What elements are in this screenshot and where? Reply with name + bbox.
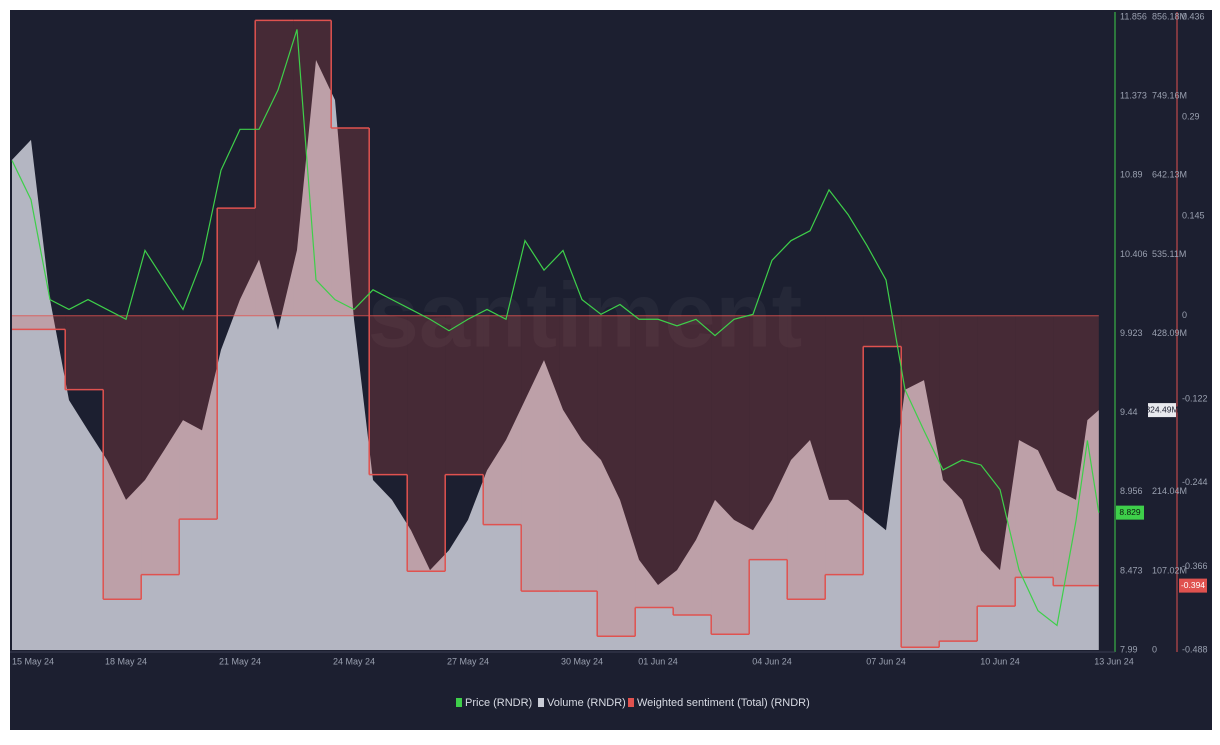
sentiment-area <box>65 315 104 390</box>
sentiment-area <box>407 315 446 572</box>
y2ticks-label: 749.16M <box>1152 90 1187 100</box>
x-tick-label: 24 May 24 <box>333 656 375 666</box>
sentiment-area <box>369 315 408 475</box>
x-tick-label: 27 May 24 <box>447 656 489 666</box>
sentiment-area <box>673 315 712 616</box>
sentiment-area <box>597 315 636 637</box>
sentiment-area <box>863 315 902 347</box>
sentiment-area <box>521 315 560 592</box>
sentiment-area <box>939 315 978 642</box>
x-tick-label: 30 May 24 <box>561 656 603 666</box>
sentiment-area <box>255 20 294 316</box>
sentiment-area <box>141 315 180 575</box>
sentiment-area <box>103 315 142 600</box>
x-tick-label: 07 Jun 24 <box>866 656 906 666</box>
last-value-label: -0.394 <box>1181 580 1205 590</box>
y3ticks-label: 0.29 <box>1182 111 1200 121</box>
volume-area <box>12 60 1099 651</box>
sentiment-area <box>901 315 940 648</box>
yticks-label: 11.856 <box>1120 11 1147 21</box>
yticks-label: 10.406 <box>1120 249 1148 259</box>
x-tick-label: 18 May 24 <box>105 656 147 666</box>
price-line <box>11 29 1100 627</box>
yticks-label: 9.923 <box>1120 328 1143 338</box>
last-value-label: 324.49M <box>1145 404 1178 414</box>
y2ticks-label: 856.18M <box>1152 11 1187 21</box>
yticks-label: 8.956 <box>1120 486 1143 496</box>
sentiment-area <box>977 315 1016 607</box>
sentiment-area <box>293 20 332 316</box>
sentiment-area <box>787 315 826 600</box>
y2ticks-label: 214.04M <box>1152 486 1187 496</box>
y3ticks-label: -0.244 <box>1182 477 1208 487</box>
y3ticks-label: 0.436 <box>1182 11 1205 21</box>
last-value-box <box>1116 505 1144 520</box>
y3ticks-label: 0 <box>1182 310 1187 320</box>
yticks-label: 10.89 <box>1120 170 1143 180</box>
legend-label: Weighted sentiment (Total) (RNDR) <box>637 697 810 709</box>
yticks-label: 7.99 <box>1120 644 1138 654</box>
x-tick-label: 04 Jun 24 <box>752 656 792 666</box>
legend-swatch <box>456 698 462 707</box>
sentiment-area <box>1053 315 1099 586</box>
y3ticks-label: -0.488 <box>1182 644 1208 654</box>
sentiment-area <box>331 127 370 316</box>
x-tick-label: 10 Jun 24 <box>980 656 1020 666</box>
y2ticks-label: 428.09M <box>1152 328 1187 338</box>
legend-label: Price (RNDR) <box>465 697 532 709</box>
plot-area: 7.99 8.473 8.956 9.44 9.923 10.406 10.89 11.373… <box>10 11 1208 709</box>
yticks-label: 9.44 <box>1120 407 1138 417</box>
last-value-box <box>1179 578 1207 593</box>
sentiment-area <box>483 315 522 525</box>
sentiment-area <box>749 315 788 560</box>
x-tick-label: 15 May 24 <box>12 656 54 666</box>
y3ticks-label: -0.366 <box>1182 561 1208 571</box>
sentiment-area <box>825 315 864 575</box>
legend-label: Volume (RNDR) <box>547 697 626 709</box>
sentiment-area <box>12 315 66 330</box>
y2ticks-label: 642.13M <box>1152 170 1187 180</box>
legend-swatch <box>538 698 544 707</box>
y3ticks-label: 0.145 <box>1182 211 1205 221</box>
sentiment-area <box>179 315 218 520</box>
x-tick-label: 21 May 24 <box>219 656 261 666</box>
yticks-label: 8.473 <box>1120 565 1143 575</box>
sentiment-area <box>711 315 750 635</box>
legend-swatch <box>628 698 634 707</box>
y2ticks-label: 0 <box>1152 644 1157 654</box>
last-value-box <box>1148 403 1176 418</box>
sentiment-area <box>1015 315 1054 578</box>
y2ticks-label: 535.11M <box>1152 249 1186 259</box>
x-tick-label: 01 Jun 24 <box>638 656 678 666</box>
sentiment-area <box>635 315 674 608</box>
yticks-label: 11.373 <box>1120 90 1147 100</box>
x-tick-label: 13 Jun 24 <box>1094 656 1134 666</box>
last-value-label: 8.829 <box>1119 507 1141 517</box>
sentiment-area <box>559 315 598 592</box>
y2ticks-label: 107.02M <box>1152 565 1187 575</box>
sentiment-area <box>445 315 484 475</box>
y3ticks-label: -0.122 <box>1182 394 1208 404</box>
sentiment-area <box>217 208 256 316</box>
